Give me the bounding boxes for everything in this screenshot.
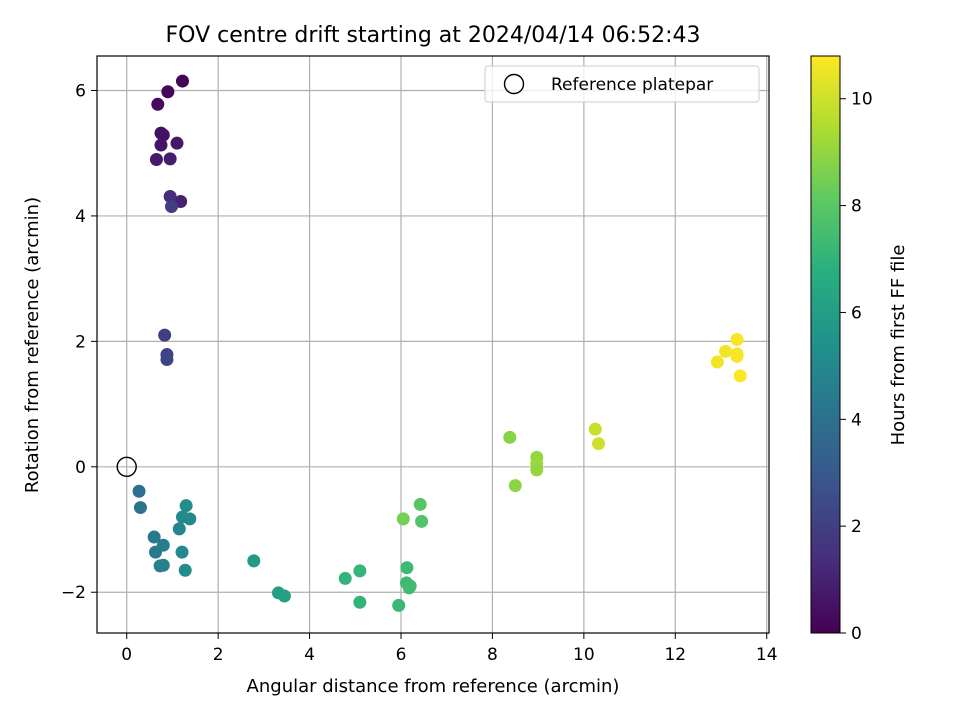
data-point — [277, 589, 291, 603]
legend-reference-marker — [503, 73, 525, 95]
data-point — [156, 558, 170, 572]
colorbar: 0 2 4 6 8 10 Hours from first FF file — [810, 55, 909, 644]
data-point — [710, 355, 724, 369]
colorbar-tick-label: 2 — [851, 517, 862, 537]
x-tick-label: 12 — [664, 645, 686, 665]
data-point — [503, 430, 517, 444]
data-point — [160, 353, 174, 367]
colorbar-tick-label: 0 — [851, 624, 862, 644]
data-point — [338, 571, 352, 585]
data-point — [247, 554, 261, 568]
data-point — [175, 74, 189, 88]
reference-marker-layer — [116, 456, 137, 477]
data-point — [178, 563, 192, 577]
colorbar-tick-label: 6 — [851, 303, 862, 323]
data-point — [179, 499, 193, 513]
data-point — [154, 138, 168, 152]
data-point — [402, 581, 416, 595]
x-tick-label: 8 — [487, 645, 498, 665]
data-point — [730, 349, 744, 363]
data-point — [591, 437, 605, 451]
data-points — [132, 74, 747, 612]
data-point — [353, 595, 367, 609]
x-tick-label: 14 — [756, 645, 778, 665]
x-tick-label: 0 — [121, 645, 132, 665]
data-point — [530, 463, 544, 477]
colorbar-gradient — [811, 56, 840, 633]
data-point — [508, 479, 522, 493]
colorbar-frame — [810, 55, 841, 634]
data-point — [175, 545, 189, 559]
data-point — [353, 564, 367, 578]
data-point — [151, 97, 165, 111]
x-tick-label: 10 — [573, 645, 595, 665]
data-point — [172, 522, 186, 536]
y-tick-label: −2 — [61, 583, 86, 603]
data-point — [163, 189, 177, 203]
data-point — [730, 332, 744, 346]
x-tick-label: 6 — [396, 645, 407, 665]
colorbar-ticks: 0 2 4 6 8 10 — [840, 90, 873, 644]
data-point — [170, 136, 184, 150]
reference-platepar-marker — [116, 456, 137, 477]
y-tick-label: 0 — [75, 458, 86, 478]
data-point — [413, 497, 427, 511]
y-axis-label: Rotation from reference (arcmin) — [22, 197, 43, 493]
legend-entry-reference: Reference platepar — [551, 75, 713, 95]
colorbar-tick-label: 10 — [851, 90, 873, 110]
data-point — [392, 598, 406, 612]
data-point — [396, 512, 410, 526]
data-point — [588, 422, 602, 436]
x-tick-label: 4 — [304, 645, 315, 665]
colorbar-label: Hours from first FF file — [888, 245, 909, 446]
x-axis-label: Angular distance from reference (arcmin) — [247, 676, 620, 697]
colorbar-tick-label: 8 — [851, 197, 862, 217]
chart-title: FOV centre drift starting at 2024/04/14 … — [166, 23, 701, 48]
data-point — [163, 152, 177, 166]
y-tick-label: 6 — [75, 81, 86, 101]
y-axis-ticks: −2 0 2 4 6 — [61, 81, 97, 603]
grid — [97, 56, 769, 633]
x-axis-ticks: 0 2 4 6 8 10 12 14 — [121, 633, 778, 665]
data-point — [400, 561, 414, 575]
data-point — [149, 545, 163, 559]
y-tick-label: 4 — [75, 207, 86, 227]
plot-frame — [96, 55, 770, 634]
data-point — [183, 512, 197, 526]
data-point — [133, 501, 147, 515]
data-point — [147, 530, 161, 544]
data-point — [132, 484, 146, 498]
data-point — [156, 128, 170, 142]
x-tick-label: 2 — [213, 645, 224, 665]
data-point — [415, 514, 429, 528]
data-point — [149, 152, 163, 166]
data-point — [165, 200, 179, 214]
data-point — [733, 369, 747, 383]
data-point — [161, 85, 175, 99]
colorbar-tick-label: 4 — [851, 410, 862, 430]
legend-box — [484, 65, 760, 103]
data-point — [719, 344, 733, 358]
legend: Reference platepar — [484, 65, 760, 103]
y-tick-label: 2 — [75, 332, 86, 352]
data-point — [158, 328, 172, 342]
